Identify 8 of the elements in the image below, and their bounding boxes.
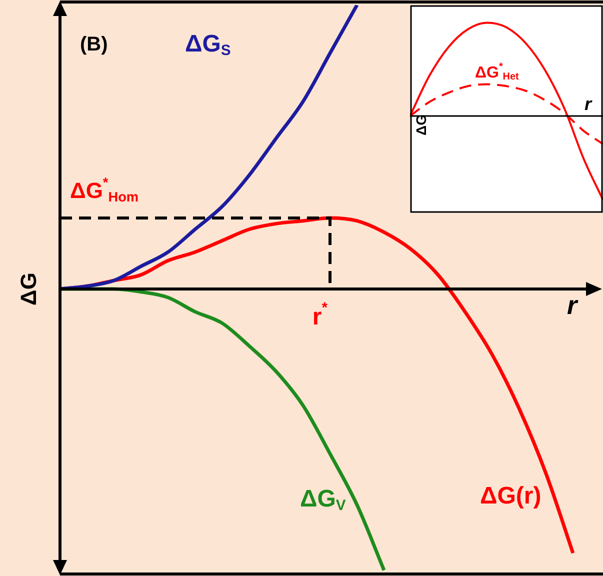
x-axis-title: r xyxy=(566,290,579,320)
series-label: ΔG*Het xyxy=(475,61,520,83)
y-axis-title: ΔG xyxy=(16,272,42,306)
annotation: r* xyxy=(312,300,328,331)
x-axis-title: r xyxy=(584,94,592,114)
ref-line-label: ΔG*Hom xyxy=(70,174,139,204)
text: (B) xyxy=(80,34,108,56)
series-label: ΔG(r) xyxy=(480,482,542,510)
